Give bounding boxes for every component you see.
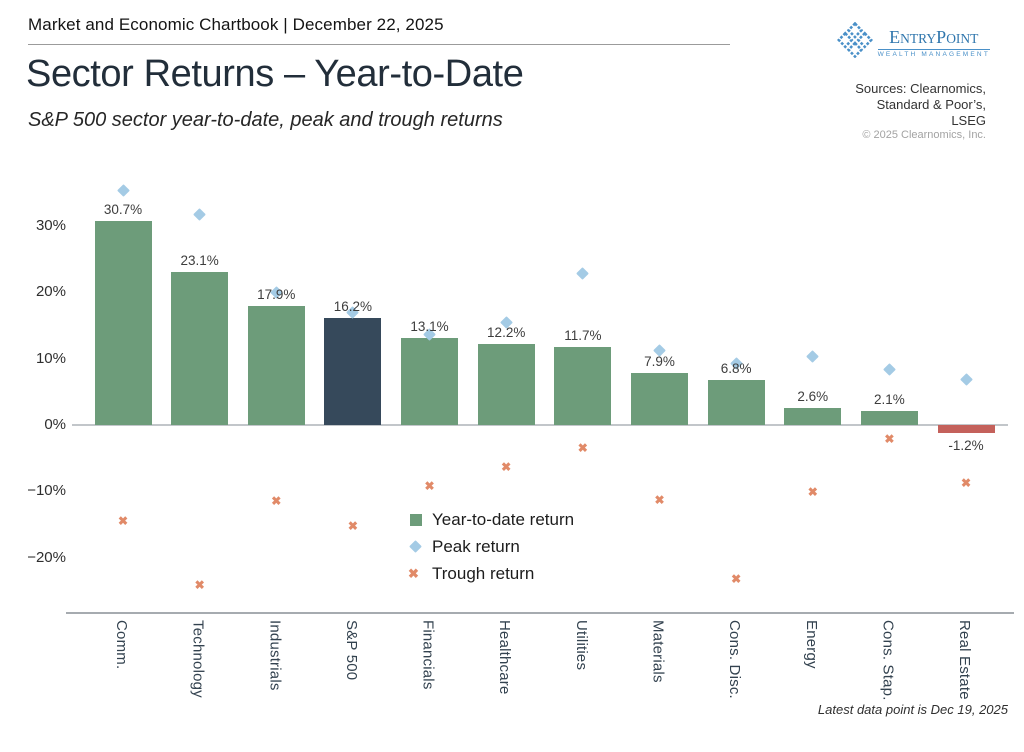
trough-return-marker-icon: ✖ bbox=[577, 440, 588, 455]
category-label: Comm. bbox=[113, 620, 130, 670]
category-label: Energy bbox=[802, 620, 820, 669]
ytd-return-bar bbox=[860, 411, 918, 425]
category-label: Utilities bbox=[572, 620, 590, 671]
category-label: Materials bbox=[649, 620, 667, 683]
bar-value-label: 17.9% bbox=[257, 287, 296, 303]
copyright-note: © 2025 Clearnomics, Inc. bbox=[862, 129, 986, 141]
ytd-return-bar bbox=[324, 317, 382, 425]
bar-value-label: 6.8% bbox=[720, 360, 752, 376]
legend-item: ✖ Trough return bbox=[408, 560, 574, 587]
ytd-return-bar bbox=[784, 407, 842, 425]
legend-label: Year-to-date return bbox=[432, 509, 575, 529]
peak-return-marker-icon bbox=[959, 372, 973, 386]
x-axis-line bbox=[66, 612, 1014, 614]
peak-return-marker-icon bbox=[193, 207, 206, 221]
bar-value-label: 23.1% bbox=[180, 252, 219, 268]
peak-return-marker-icon bbox=[116, 183, 130, 197]
trough-return-marker-icon: ✖ bbox=[424, 478, 435, 493]
peak-return-marker-icon bbox=[806, 350, 820, 364]
bar-value-label: 30.7% bbox=[103, 202, 143, 218]
trough-return-marker-icon: ✖ bbox=[194, 577, 205, 592]
peak-return-marker-icon bbox=[576, 266, 590, 280]
category-label: Cons. Disc. bbox=[726, 620, 744, 699]
legend-label: Trough return bbox=[432, 563, 535, 583]
bar-value-label: 16.2% bbox=[333, 298, 373, 314]
legend-square-icon bbox=[410, 513, 422, 526]
logo-wordmark: ENTRYPOINT bbox=[889, 26, 979, 47]
header-divider bbox=[28, 44, 730, 45]
y-tick-label: 20% bbox=[35, 283, 66, 301]
category-label: Cons. Stap. bbox=[879, 620, 897, 701]
trough-return-marker-icon: ✖ bbox=[117, 514, 129, 529]
ytd-return-bar bbox=[477, 344, 535, 425]
category-label: Financials bbox=[419, 620, 437, 690]
bar-value-label: 11.7% bbox=[564, 328, 602, 344]
ytd-return-bar bbox=[937, 425, 995, 433]
ytd-return-bar bbox=[171, 271, 229, 425]
page-title: Sector Returns – Year-to-Date bbox=[26, 53, 524, 95]
ytd-return-bar bbox=[707, 379, 765, 425]
bar-value-label: 2.6% bbox=[797, 388, 829, 404]
trough-return-marker-icon: ✖ bbox=[654, 492, 665, 507]
category-label: Industrials bbox=[266, 620, 284, 691]
sources-note: Sources: Clearnomics, Standard & Poor’s,… bbox=[855, 81, 986, 128]
zero-value-line bbox=[72, 424, 1008, 426]
bar-value-label: -1.2% bbox=[948, 437, 984, 453]
y-tick-label: 30% bbox=[35, 217, 66, 235]
bar-value-label: 2.1% bbox=[874, 392, 905, 408]
entrypoint-logo: ENTRYPOINT WEALTH MANAGEMENT bbox=[836, 21, 990, 63]
logo-tagline: WEALTH MANAGEMENT bbox=[877, 48, 990, 58]
chartbook-kicker: Market and Economic Chartbook | December… bbox=[28, 15, 444, 34]
bar-value-label: 12.2% bbox=[487, 325, 526, 341]
page-subtitle: S&P 500 sector year-to-date, peak and tr… bbox=[28, 109, 503, 131]
latest-data-footnote: Latest data point is Dec 19, 2025 bbox=[817, 702, 1008, 717]
category-label: Healthcare bbox=[496, 620, 514, 695]
ytd-return-bar bbox=[94, 221, 152, 425]
category-label: Real Estate bbox=[956, 620, 974, 700]
y-tick-label: −20% bbox=[27, 548, 66, 566]
sector-returns-chart: 30% 20% 10% 0% −10% −20% ✖ ✖ ✖ ✖ ✖ ✖ ✖ ✖ ✖ ✖ ✖ ✖ 30.7% 23.1… bbox=[0, 150, 1024, 752]
category-label: Technology bbox=[189, 620, 207, 698]
ytd-return-bar bbox=[554, 347, 612, 425]
y-tick-label: 0% bbox=[44, 416, 66, 433]
trough-return-marker-icon: ✖ bbox=[807, 484, 818, 499]
peak-return-marker-icon bbox=[883, 362, 896, 376]
ytd-return-bar bbox=[401, 338, 459, 425]
y-tick-label: −10% bbox=[27, 482, 66, 500]
trough-return-marker-icon: ✖ bbox=[271, 494, 282, 509]
trough-return-marker-icon: ✖ bbox=[501, 460, 512, 475]
trough-return-marker-icon: ✖ bbox=[731, 571, 742, 586]
entrypoint-diamond-flower-icon bbox=[836, 21, 873, 63]
trough-return-marker-icon: ✖ bbox=[347, 518, 358, 533]
y-tick-label: 10% bbox=[35, 349, 66, 367]
legend-item: Peak return bbox=[408, 533, 574, 560]
ytd-return-bar bbox=[247, 306, 305, 425]
trough-return-marker-icon: ✖ bbox=[884, 431, 895, 446]
ytd-return-bar bbox=[630, 372, 688, 425]
legend-item: Year-to-date return bbox=[408, 506, 574, 533]
chart-legend: Year-to-date return Peak return ✖ Trough re… bbox=[408, 506, 574, 587]
legend-x-icon: ✖ bbox=[408, 566, 419, 581]
category-label: S&P 500 bbox=[342, 620, 360, 681]
bar-value-label: 13.1% bbox=[410, 319, 449, 335]
legend-label: Peak return bbox=[432, 536, 520, 556]
bar-value-label: 7.9% bbox=[644, 353, 675, 369]
trough-return-marker-icon: ✖ bbox=[961, 475, 972, 490]
legend-diamond-icon bbox=[409, 540, 422, 553]
